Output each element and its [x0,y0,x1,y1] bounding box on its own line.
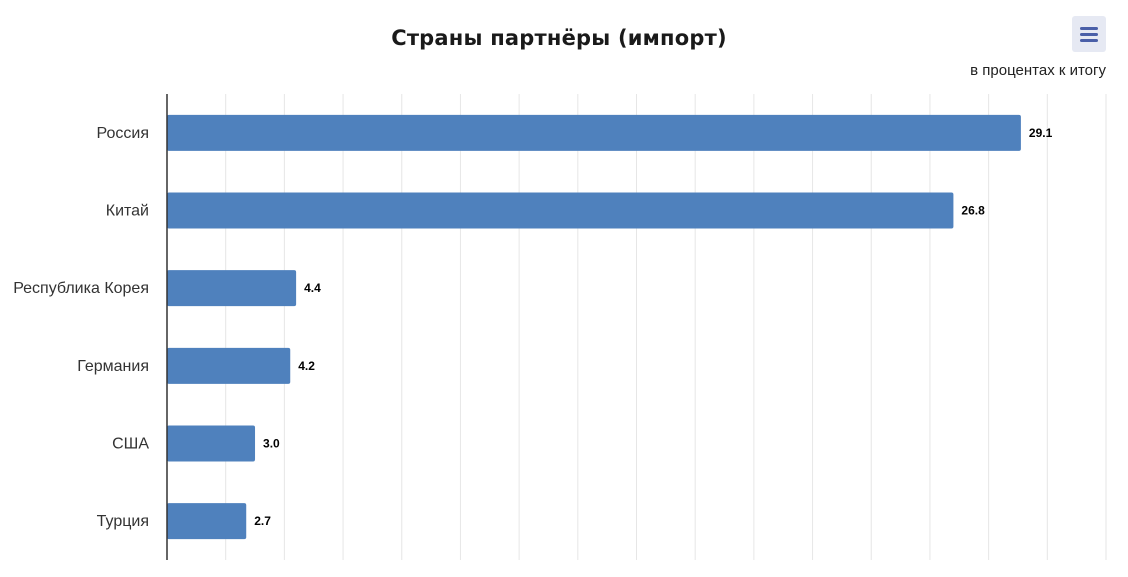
bar[interactable] [167,503,247,540]
bar[interactable] [167,114,1021,151]
chart-title: Страны партнёры (импорт) [391,26,727,50]
data-label: 2.7 [254,514,271,528]
bar[interactable] [167,425,256,462]
data-label: 3.0 [263,437,280,451]
menu-bar-top [1080,27,1098,30]
data-label: 4.2 [298,359,315,373]
bar[interactable] [167,192,954,229]
category-label: Китай [106,203,149,220]
grid-lines [225,94,1107,560]
category-label: Турция [97,513,149,530]
bar-series [167,114,1021,540]
category-label: Россия [97,125,149,142]
menu-bar-middle [1080,33,1098,36]
category-label: Германия [77,358,149,375]
data-label: 4.4 [304,281,321,295]
category-label: Республика Корея [13,280,149,297]
data-labels: 29.1 26.8 4.4 4.2 3.0 2.7 [254,126,1052,528]
data-label: 29.1 [1029,126,1053,140]
category-labels: Россия Китай Республика Корея Германия США Ту… [13,125,149,530]
bar[interactable] [167,347,291,384]
chart-subtitle: в процентах к итогу [970,62,1106,79]
data-label: 26.8 [961,204,985,218]
bar[interactable] [167,270,297,307]
chart-menu-button[interactable] [1072,16,1106,52]
category-label: США [112,436,149,453]
menu-bar-bottom [1080,39,1098,42]
